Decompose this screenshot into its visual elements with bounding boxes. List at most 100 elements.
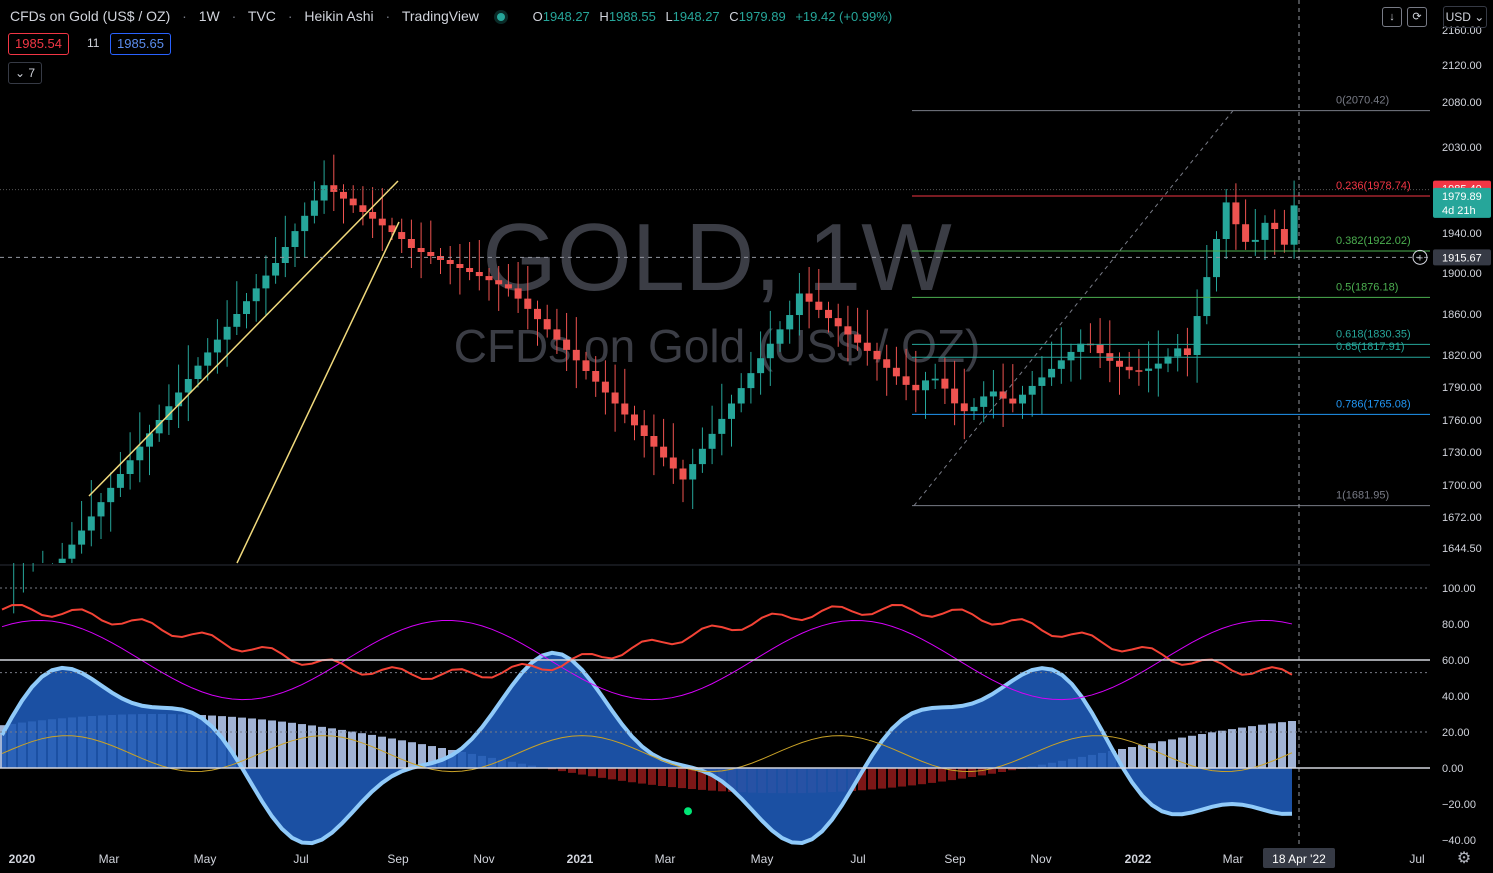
candle-body[interactable] bbox=[1203, 277, 1211, 317]
candle-body[interactable] bbox=[999, 391, 1007, 399]
candle-body[interactable] bbox=[534, 308, 541, 320]
sell-button[interactable]: 1985.54 bbox=[8, 33, 69, 55]
candle-body[interactable] bbox=[766, 343, 774, 359]
candle-body[interactable] bbox=[863, 342, 871, 351]
candle-body[interactable] bbox=[184, 379, 192, 393]
candle-body[interactable] bbox=[204, 352, 212, 366]
gear-icon[interactable]: ⚙ bbox=[1456, 850, 1472, 867]
candle-body[interactable] bbox=[407, 239, 415, 248]
symbol-title[interactable]: CFDs on Gold (US$ / OZ) bbox=[10, 8, 171, 24]
candle-body[interactable] bbox=[369, 211, 377, 219]
candle-body[interactable] bbox=[1116, 360, 1123, 367]
plus-icon[interactable]: + bbox=[1417, 252, 1423, 264]
candle-body[interactable] bbox=[446, 260, 454, 264]
candle-body[interactable] bbox=[301, 215, 309, 232]
candle-body[interactable] bbox=[1213, 239, 1220, 278]
candle-body[interactable] bbox=[388, 225, 396, 233]
candle-body[interactable] bbox=[912, 384, 920, 391]
candle-body[interactable] bbox=[737, 388, 745, 404]
candle-body[interactable] bbox=[126, 460, 134, 474]
candle-body[interactable] bbox=[194, 365, 202, 379]
candle-body[interactable] bbox=[786, 315, 794, 330]
candle-body[interactable] bbox=[679, 468, 687, 480]
candle-body[interactable] bbox=[1232, 202, 1240, 225]
candle-body[interactable] bbox=[1290, 205, 1298, 245]
loop-icon[interactable]: ⟳ bbox=[1407, 7, 1427, 27]
candle-body[interactable] bbox=[960, 403, 968, 412]
candle-body[interactable] bbox=[1067, 351, 1075, 361]
candle-body[interactable] bbox=[136, 446, 144, 461]
candle-body[interactable] bbox=[621, 403, 629, 415]
candle-body[interactable] bbox=[708, 433, 716, 449]
candle-body[interactable] bbox=[747, 373, 755, 389]
candle-body[interactable] bbox=[456, 264, 464, 268]
candle-body[interactable] bbox=[466, 268, 474, 272]
candle-body[interactable] bbox=[485, 276, 493, 281]
candle-body[interactable] bbox=[495, 280, 503, 285]
candle-body[interactable] bbox=[1096, 344, 1104, 354]
candle-body[interactable] bbox=[398, 232, 406, 239]
trendline-lower[interactable] bbox=[236, 221, 400, 564]
candle-body[interactable] bbox=[553, 329, 561, 340]
candle-body[interactable] bbox=[1135, 370, 1143, 372]
candle-body[interactable] bbox=[233, 314, 241, 327]
candle-body[interactable] bbox=[58, 558, 66, 563]
candle-body[interactable] bbox=[1019, 394, 1026, 404]
candle-body[interactable] bbox=[291, 231, 299, 247]
candle-body[interactable] bbox=[378, 218, 386, 226]
candle-body[interactable] bbox=[640, 425, 648, 436]
buy-button[interactable]: 1985.65 bbox=[110, 33, 171, 55]
candle-body[interactable] bbox=[601, 381, 609, 393]
candle-body[interactable] bbox=[1057, 360, 1065, 369]
candle-body[interactable] bbox=[1174, 348, 1182, 357]
candle-body[interactable] bbox=[1125, 366, 1133, 371]
candle-body[interactable] bbox=[728, 403, 735, 419]
candle-body[interactable] bbox=[563, 339, 571, 350]
candle-body[interactable] bbox=[892, 367, 900, 377]
candle-body[interactable] bbox=[970, 406, 978, 412]
candle-body[interactable] bbox=[262, 275, 270, 289]
candle-body[interactable] bbox=[631, 414, 638, 426]
candle-body[interactable] bbox=[689, 464, 697, 480]
candle-body[interactable] bbox=[757, 358, 765, 374]
candle-body[interactable] bbox=[902, 376, 910, 385]
candle-body[interactable] bbox=[873, 350, 881, 360]
candle-body[interactable] bbox=[1242, 224, 1250, 242]
candle-body[interactable] bbox=[989, 391, 997, 397]
candle-body[interactable] bbox=[417, 248, 425, 252]
trendline-upper[interactable] bbox=[88, 180, 399, 497]
candle-body[interactable] bbox=[844, 326, 852, 335]
candle-body[interactable] bbox=[340, 191, 347, 199]
candle-body[interactable] bbox=[669, 457, 677, 469]
candle-body[interactable] bbox=[854, 334, 862, 343]
arrow-down-icon[interactable]: ↓ bbox=[1382, 7, 1402, 27]
candle-body[interactable] bbox=[349, 198, 357, 206]
candle-body[interactable] bbox=[107, 487, 115, 503]
candle-body[interactable] bbox=[475, 272, 483, 277]
candle-body[interactable] bbox=[1164, 356, 1172, 364]
candle-body[interactable] bbox=[834, 318, 842, 327]
candle-body[interactable] bbox=[543, 319, 551, 330]
candle-body[interactable] bbox=[330, 185, 338, 192]
candle-body[interactable] bbox=[97, 502, 105, 517]
candle-body[interactable] bbox=[776, 329, 784, 344]
candle-body[interactable] bbox=[252, 288, 260, 302]
candle-body[interactable] bbox=[1048, 368, 1056, 378]
candle-body[interactable] bbox=[68, 544, 76, 559]
candle-body[interactable] bbox=[1009, 398, 1017, 404]
candle-body[interactable] bbox=[165, 406, 173, 420]
candle-body[interactable] bbox=[1154, 363, 1162, 369]
candle-body[interactable] bbox=[660, 446, 668, 458]
candle-body[interactable] bbox=[883, 359, 891, 368]
fib-trend-line[interactable] bbox=[913, 110, 1234, 506]
candle-body[interactable] bbox=[155, 420, 163, 434]
candle-body[interactable] bbox=[359, 205, 367, 212]
indicators-toggle[interactable]: ⌄ 7 bbox=[8, 62, 42, 84]
candle-body[interactable] bbox=[592, 371, 600, 382]
currency-select[interactable]: USD ⌄ bbox=[1443, 6, 1487, 28]
candle-body[interactable] bbox=[805, 293, 813, 302]
candle-body[interactable] bbox=[922, 380, 929, 391]
candle-body[interactable] bbox=[1222, 202, 1230, 239]
candle-body[interactable] bbox=[320, 185, 328, 201]
